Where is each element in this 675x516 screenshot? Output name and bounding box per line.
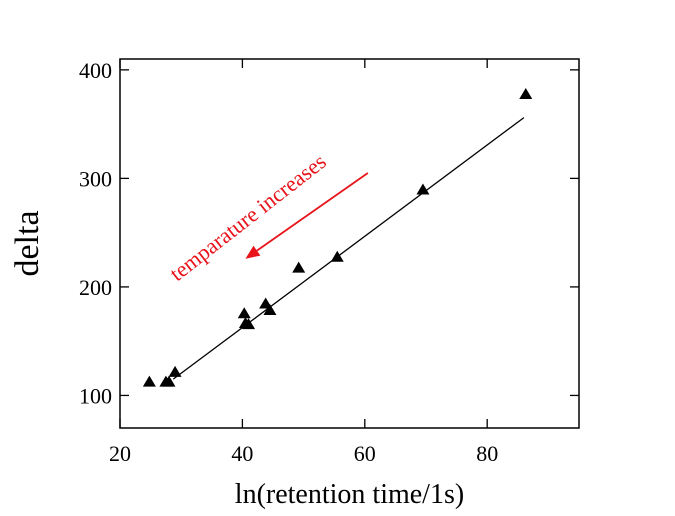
data-point: [142, 375, 156, 387]
data-point: [263, 303, 277, 315]
data-point: [168, 365, 182, 377]
annotation-arrowhead: [245, 245, 261, 259]
x-tick-label: 20: [109, 441, 131, 466]
x-tick-label: 80: [476, 441, 498, 466]
y-tick-label: 200: [79, 275, 112, 300]
y-tick-label: 100: [79, 383, 112, 408]
x-tick-label: 60: [354, 441, 376, 466]
data-points: [142, 87, 533, 387]
fit-line: [172, 117, 525, 380]
annotation-arrow: [256, 172, 369, 252]
annotation: temparature increases: [165, 149, 369, 286]
data-point: [259, 297, 273, 309]
plot-frame: [119, 58, 580, 429]
axis-ticks: [119, 59, 579, 428]
y-axis-label: delta: [9, 210, 46, 276]
data-point: [162, 375, 176, 387]
axis-tick-labels: 20 40 60 80 100 200 300 400: [79, 58, 498, 466]
x-tick-label: 40: [231, 441, 253, 466]
data-point: [237, 307, 251, 319]
data-point: [242, 318, 256, 330]
data-point: [330, 250, 344, 262]
data-point: [292, 261, 306, 273]
y-tick-label: 300: [79, 166, 112, 191]
y-tick-label: 400: [79, 58, 112, 83]
x-axis-label: ln(retention time/1s): [235, 479, 464, 510]
data-point: [416, 183, 430, 195]
data-point: [519, 87, 533, 99]
